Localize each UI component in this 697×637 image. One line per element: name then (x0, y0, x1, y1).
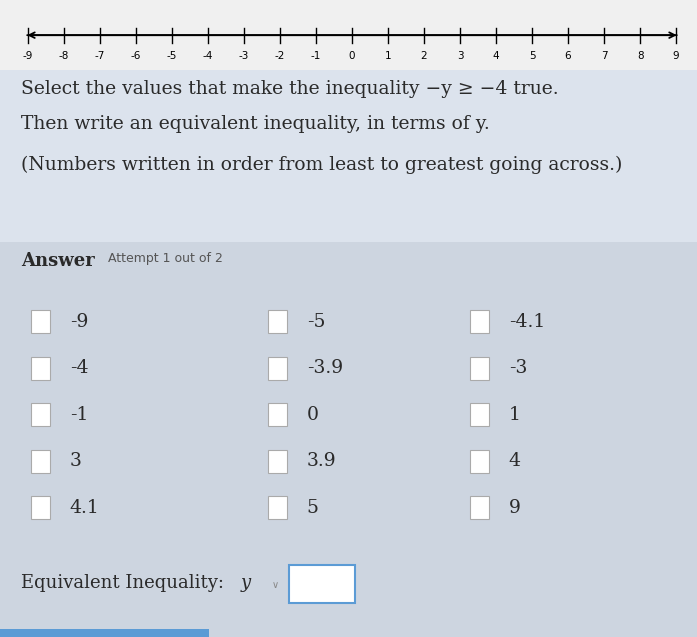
Bar (470, 496, 489, 519)
Text: -4: -4 (70, 359, 89, 377)
Text: -2: -2 (275, 51, 285, 61)
Bar (0, 70, 697, 242)
Text: 5: 5 (307, 499, 319, 517)
Bar (31, 496, 50, 519)
Text: 2: 2 (421, 51, 427, 61)
Bar (31, 403, 50, 426)
Bar (268, 310, 287, 333)
Text: y: y (240, 574, 251, 592)
Text: 6: 6 (565, 51, 572, 61)
Text: 3.9: 3.9 (307, 452, 337, 470)
Text: ∨: ∨ (272, 580, 279, 590)
Text: 4.1: 4.1 (70, 499, 100, 517)
Text: -6: -6 (131, 51, 141, 61)
Bar (268, 357, 287, 380)
Text: 0: 0 (348, 51, 355, 61)
Bar (31, 310, 50, 333)
Bar (268, 403, 287, 426)
Text: Select the values that make the inequality −y ≥ −4 true.: Select the values that make the inequali… (21, 80, 558, 97)
Bar (31, 357, 50, 380)
Text: -8: -8 (59, 51, 69, 61)
Bar (0, 0, 697, 73)
Text: -3.9: -3.9 (307, 359, 343, 377)
Text: -9: -9 (70, 313, 88, 331)
Bar (470, 403, 489, 426)
Text: 8: 8 (637, 51, 643, 61)
Text: 3: 3 (70, 452, 82, 470)
Text: Then write an equivalent inequality, in terms of y.: Then write an equivalent inequality, in … (21, 115, 490, 132)
Text: 0: 0 (307, 406, 319, 424)
Text: -4.1: -4.1 (509, 313, 545, 331)
Text: -5: -5 (167, 51, 177, 61)
Text: 1: 1 (385, 51, 391, 61)
Text: 4: 4 (509, 452, 521, 470)
Bar (289, 565, 355, 603)
Text: 9: 9 (673, 51, 680, 61)
Text: 3: 3 (457, 51, 464, 61)
Text: (Numbers written in order from least to greatest going across.): (Numbers written in order from least to … (21, 156, 622, 175)
Text: Attempt 1 out of 2: Attempt 1 out of 2 (108, 252, 223, 264)
Text: -5: -5 (307, 313, 325, 331)
Text: Equivalent Inequality:: Equivalent Inequality: (21, 574, 229, 592)
Bar (0, 629, 209, 637)
Bar (268, 450, 287, 473)
Text: -3: -3 (239, 51, 249, 61)
Text: -3: -3 (509, 359, 527, 377)
Text: Answer: Answer (21, 252, 95, 269)
Text: -4: -4 (203, 51, 213, 61)
Bar (31, 450, 50, 473)
Bar (0, 242, 697, 637)
Bar (470, 450, 489, 473)
Text: 9: 9 (509, 499, 521, 517)
Text: -9: -9 (23, 51, 33, 61)
Text: 4: 4 (493, 51, 499, 61)
Text: -7: -7 (95, 51, 105, 61)
Bar (268, 496, 287, 519)
Text: 7: 7 (601, 51, 607, 61)
Text: -1: -1 (70, 406, 88, 424)
Text: -1: -1 (311, 51, 321, 61)
Text: 1: 1 (509, 406, 521, 424)
Bar (470, 310, 489, 333)
Text: 5: 5 (529, 51, 535, 61)
Bar (470, 357, 489, 380)
